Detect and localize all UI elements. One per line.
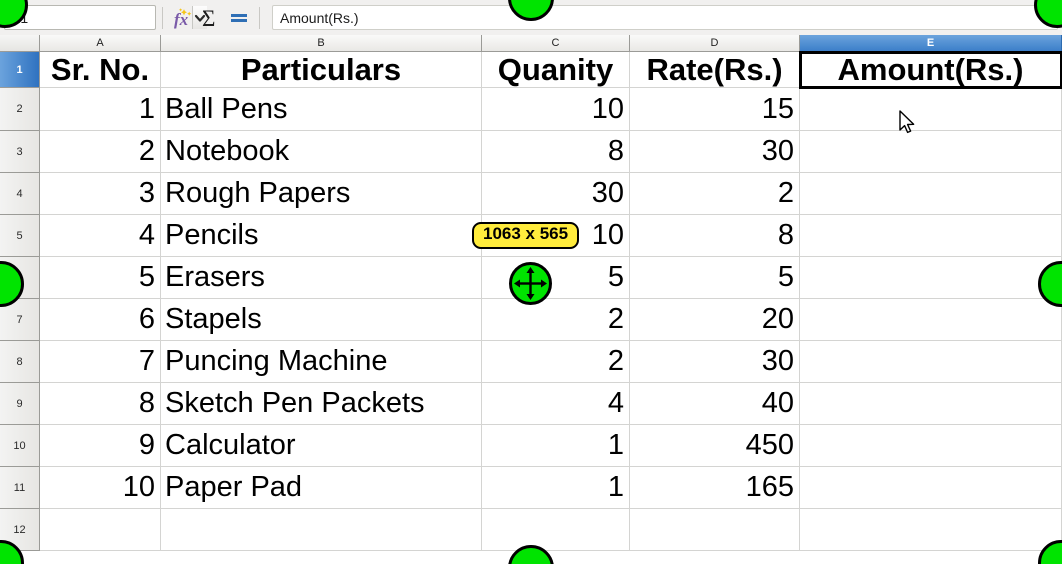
cell-A2[interactable]: 1 (40, 88, 161, 131)
cell-E3[interactable] (800, 131, 1062, 173)
formula-equals-icon[interactable] (225, 4, 253, 32)
cell-C4[interactable]: 30 (482, 173, 630, 215)
cell-E7[interactable] (800, 299, 1062, 341)
cell-A5[interactable]: 4 (40, 215, 161, 257)
cell-A1[interactable]: Sr. No. (40, 52, 161, 88)
size-tooltip: 1063 x 565 (472, 222, 580, 249)
cell-D8[interactable]: 30 (630, 341, 800, 383)
cell-E10[interactable] (800, 425, 1062, 467)
cell-D11[interactable]: 165 (630, 467, 800, 509)
cell-A11[interactable]: 10 (40, 467, 161, 509)
chevron-down-icon[interactable] (192, 6, 207, 29)
cell-E11[interactable] (800, 467, 1062, 509)
row-header-10[interactable]: 10 (0, 425, 40, 467)
cell-B12[interactable] (161, 509, 482, 551)
row-header-4[interactable]: 4 (0, 173, 40, 215)
cell-E5[interactable] (800, 215, 1062, 257)
cell-A12[interactable] (40, 509, 161, 551)
cell-E2[interactable] (800, 88, 1062, 131)
cell-E8[interactable] (800, 341, 1062, 383)
cell-A7[interactable]: 6 (40, 299, 161, 341)
cell-B1[interactable]: Particulars (161, 52, 482, 88)
cell-D6[interactable]: 5 (630, 257, 800, 299)
cell-B6[interactable]: Erasers (161, 257, 482, 299)
cell-C3[interactable]: 8 (482, 131, 630, 173)
cell-B7[interactable]: Stapels (161, 299, 482, 341)
cell-D4[interactable]: 2 (630, 173, 800, 215)
cell-E1[interactable]: Amount(Rs.) (800, 52, 1062, 88)
cell-B9[interactable]: Sketch Pen Packets (161, 383, 482, 425)
row-header-3[interactable]: 3 (0, 131, 40, 173)
cell-B2[interactable]: Ball Pens (161, 88, 482, 131)
cell-D12[interactable] (630, 509, 800, 551)
cell-B8[interactable]: Puncing Machine (161, 341, 482, 383)
cell-E9[interactable] (800, 383, 1062, 425)
column-header-c[interactable]: C (482, 35, 630, 52)
cell-C10[interactable]: 1 (482, 425, 630, 467)
function-wizard-icon[interactable]: fx (169, 4, 197, 32)
move-four-arrows-icon[interactable] (508, 261, 553, 311)
cell-A3[interactable]: 2 (40, 131, 161, 173)
cell-C7[interactable]: 2 (482, 299, 630, 341)
cell-D9[interactable]: 40 (630, 383, 800, 425)
row-header-5[interactable]: 5 (0, 215, 40, 257)
cell-E12[interactable] (800, 509, 1062, 551)
sum-sigma-icon[interactable]: Σ (197, 4, 225, 32)
cell-B5[interactable]: Pencils (161, 215, 482, 257)
cell-C9[interactable]: 4 (482, 383, 630, 425)
cell-A4[interactable]: 3 (40, 173, 161, 215)
column-header-a[interactable]: A (40, 35, 161, 52)
cell-D7[interactable]: 20 (630, 299, 800, 341)
cell-E4[interactable] (800, 173, 1062, 215)
cell-D10[interactable]: 450 (630, 425, 800, 467)
toolbar-separator (162, 6, 163, 29)
row-header-2[interactable]: 2 (0, 88, 40, 131)
cell-D3[interactable]: 30 (630, 131, 800, 173)
cell-A8[interactable]: 7 (40, 341, 161, 383)
row-header-12[interactable]: 12 (0, 509, 40, 551)
svg-text:Σ: Σ (202, 6, 215, 30)
toolbar-separator-2 (259, 6, 260, 29)
cell-C12[interactable] (482, 509, 630, 551)
row-header-8[interactable]: 8 (0, 341, 40, 383)
row-header-9[interactable]: 9 (0, 383, 40, 425)
cell-B11[interactable]: Paper Pad (161, 467, 482, 509)
cell-C11[interactable]: 1 (482, 467, 630, 509)
name-box-input[interactable] (5, 6, 192, 29)
cell-C1[interactable]: Quanity (482, 52, 630, 88)
cell-D1[interactable]: Rate(Rs.) (630, 52, 800, 88)
cell-C6[interactable]: 5 (482, 257, 630, 299)
cell-B3[interactable]: Notebook (161, 131, 482, 173)
svg-text:fx: fx (174, 10, 189, 29)
cell-A9[interactable]: 8 (40, 383, 161, 425)
column-header-b[interactable]: B (161, 35, 482, 52)
row-header-11[interactable]: 11 (0, 467, 40, 509)
row-header-1[interactable]: 1 (0, 52, 40, 88)
column-header-e[interactable]: E (800, 35, 1062, 52)
select-all-corner[interactable] (0, 35, 40, 52)
cell-B10[interactable]: Calculator (161, 425, 482, 467)
cell-C8[interactable]: 2 (482, 341, 630, 383)
name-box[interactable] (4, 5, 207, 30)
column-header-d[interactable]: D (630, 35, 800, 52)
cell-A6[interactable]: 5 (40, 257, 161, 299)
formula-input[interactable]: Amount(Rs.) (272, 5, 1058, 30)
cell-C2[interactable]: 10 (482, 88, 630, 131)
cell-D5[interactable]: 8 (630, 215, 800, 257)
cell-E6[interactable] (800, 257, 1062, 299)
cell-B4[interactable]: Rough Papers (161, 173, 482, 215)
cell-A10[interactable]: 9 (40, 425, 161, 467)
cell-D2[interactable]: 15 (630, 88, 800, 131)
